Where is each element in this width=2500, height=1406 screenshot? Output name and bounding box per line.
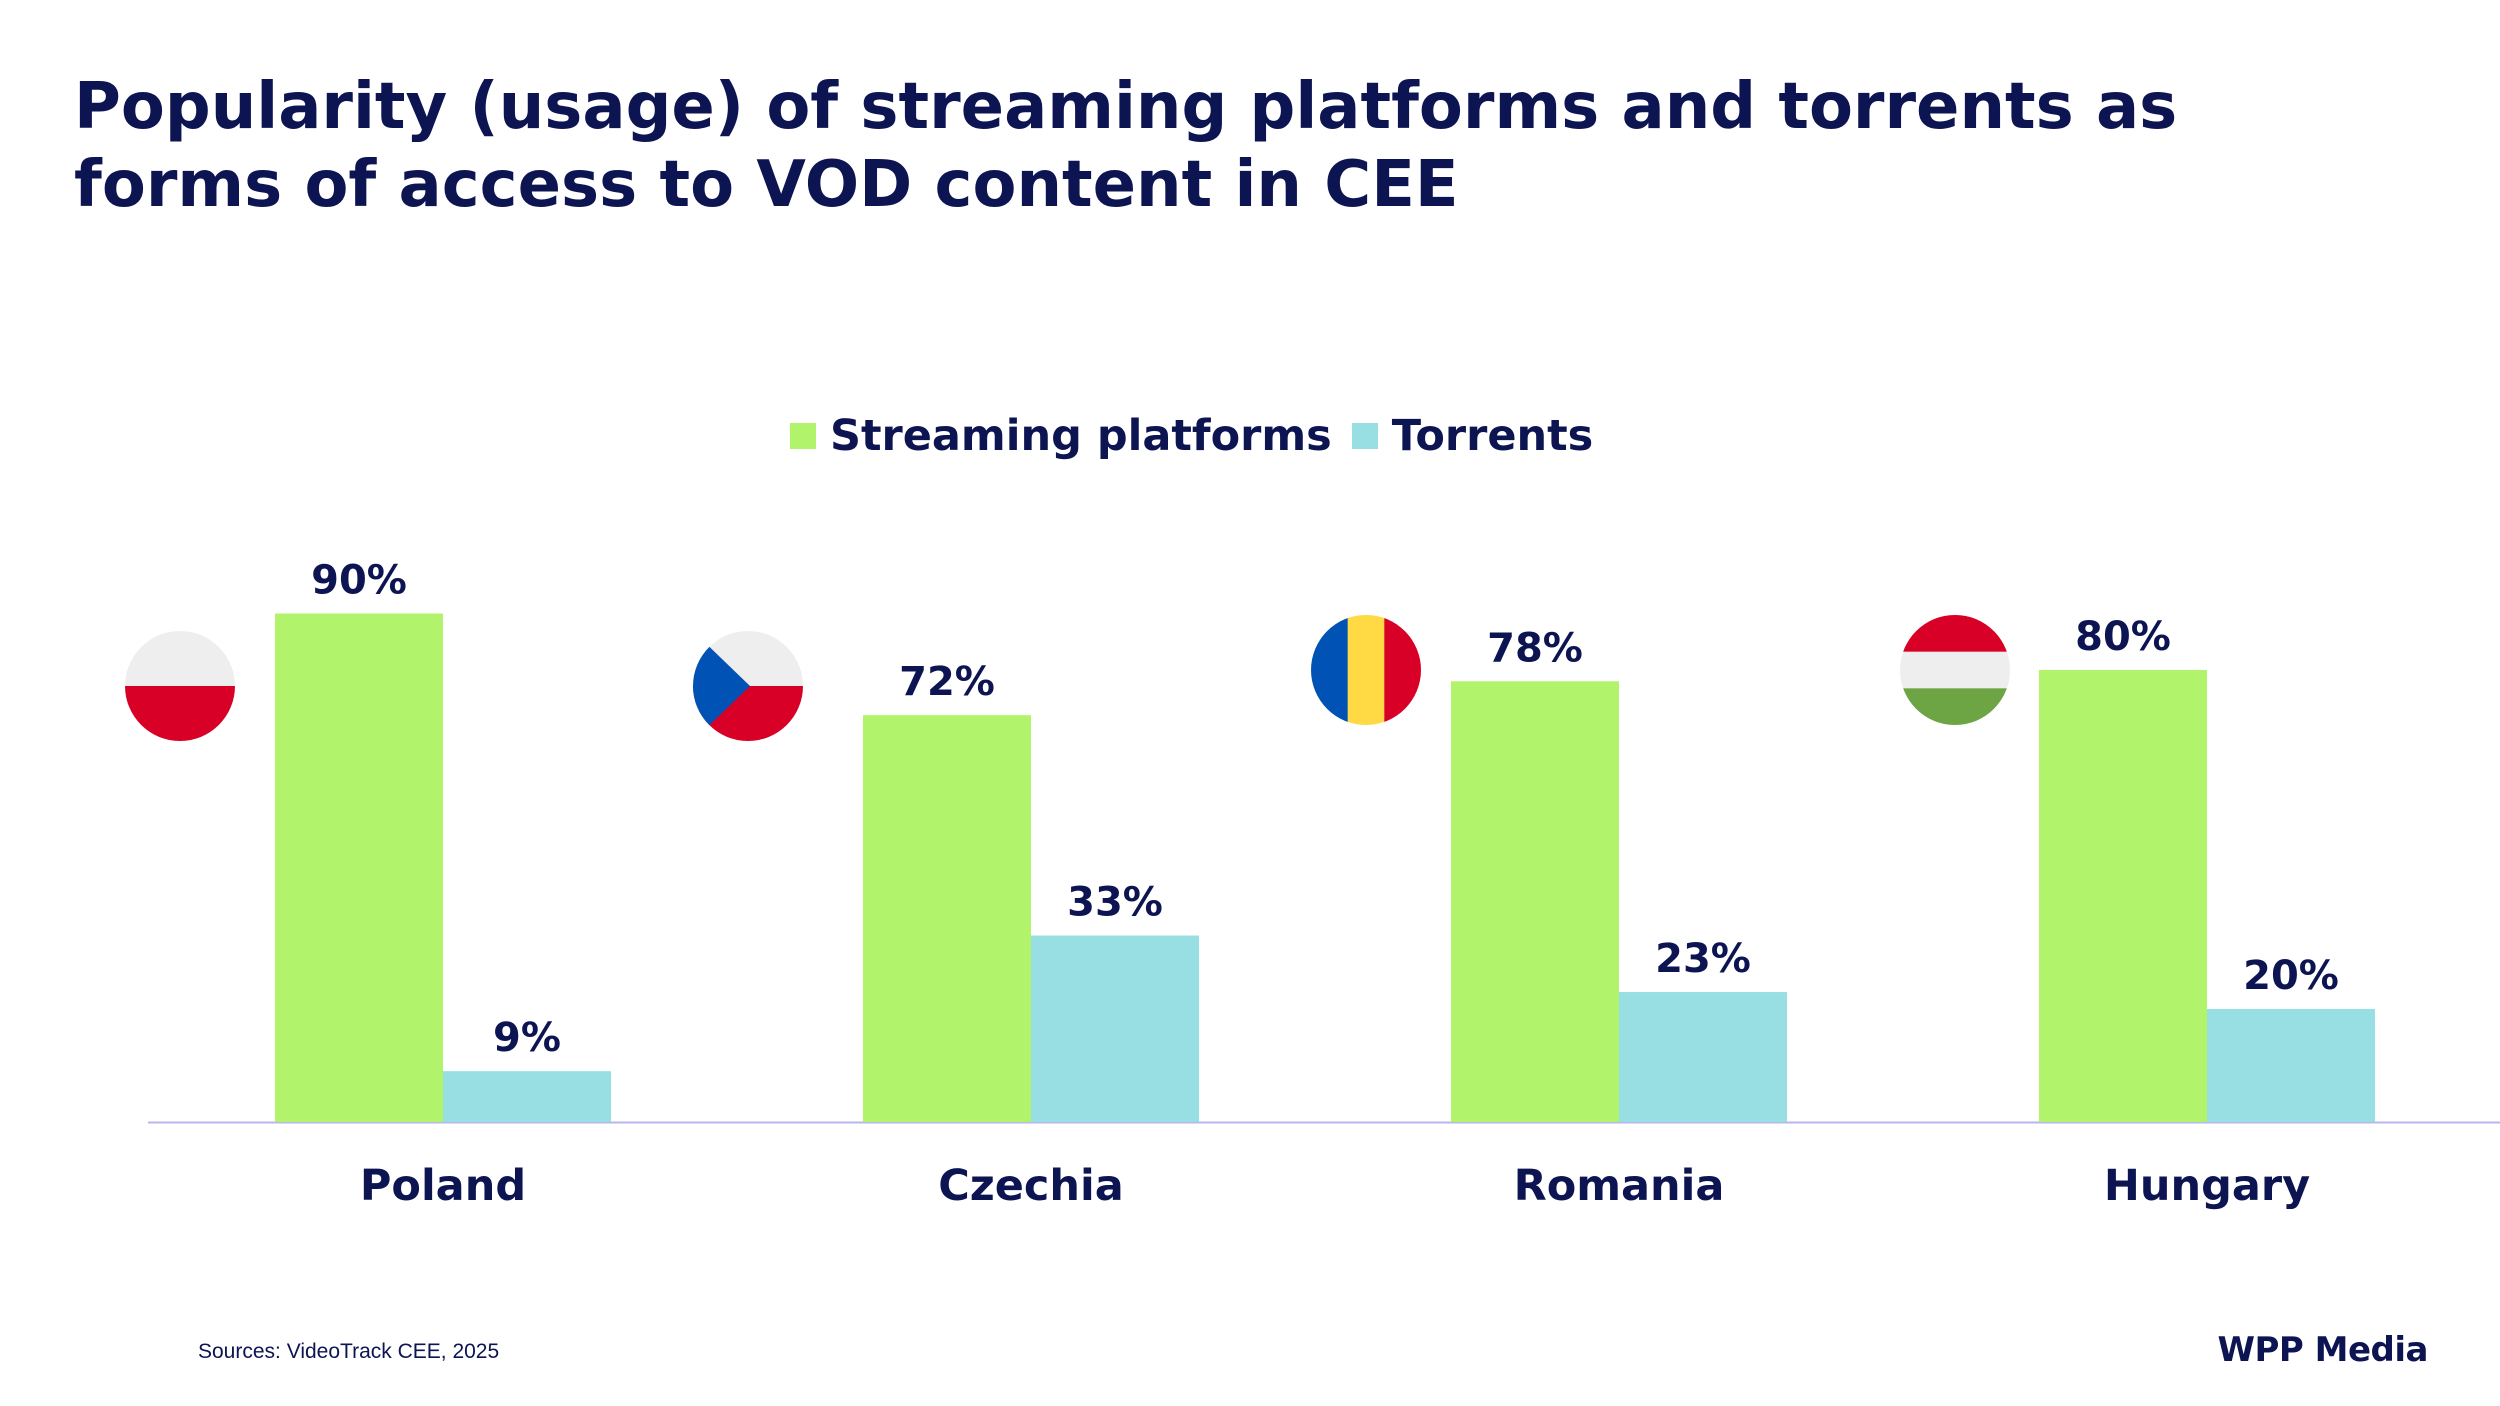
data-label-torrents-hungary: 20% (2243, 953, 2339, 999)
legend-label-streaming: Streaming platforms (830, 411, 1332, 461)
category-label-hungary: Hungary (2104, 1161, 2310, 1211)
data-label-torrents-poland: 9% (493, 1015, 561, 1061)
legend-item-streaming: Streaming platforms (790, 411, 1332, 461)
bar-streaming-hungary (2039, 670, 2207, 1122)
bar-torrents-czechia (1031, 935, 1199, 1122)
data-label-torrents-czechia: 33% (1067, 880, 1163, 926)
chart-legend: Streaming platforms Torrents (790, 408, 1613, 464)
czechia-flag-icon (693, 631, 803, 741)
bar-torrents-poland (443, 1071, 611, 1122)
legend-item-torrents: Torrents (1351, 411, 1594, 461)
bar-torrents-hungary (2207, 1009, 2375, 1122)
data-label-streaming-poland: 90% (311, 558, 407, 604)
bar-streaming-czechia (863, 715, 1031, 1122)
poland-flag-icon (125, 631, 235, 741)
legend-swatch-torrents (1351, 423, 1378, 449)
sources-note: Sources: VideoTrack CEE, 2025 (198, 1340, 500, 1363)
category-label-romania: Romania (1514, 1161, 1725, 1211)
hungary-flag-icon (1900, 615, 2010, 725)
bar-streaming-poland (275, 613, 443, 1122)
bar-streaming-romania (1451, 681, 1619, 1122)
brand-logo: WPP Media (2217, 1330, 2428, 1370)
legend-label-torrents: Torrents (1391, 411, 1594, 461)
bar-torrents-romania (1619, 992, 1787, 1122)
category-label-czechia: Czechia (938, 1161, 1124, 1211)
chart-title: Popularity (usage) of streaming platform… (74, 70, 2178, 222)
data-label-torrents-romania: 23% (1655, 936, 1751, 982)
data-label-streaming-romania: 78% (1487, 625, 1583, 671)
category-label-poland: Poland (360, 1161, 526, 1211)
data-label-streaming-czechia: 72% (899, 659, 995, 705)
romania-flag-icon (1311, 615, 1421, 725)
legend-swatch-streaming (790, 423, 816, 449)
data-label-streaming-hungary: 80% (2075, 614, 2171, 660)
